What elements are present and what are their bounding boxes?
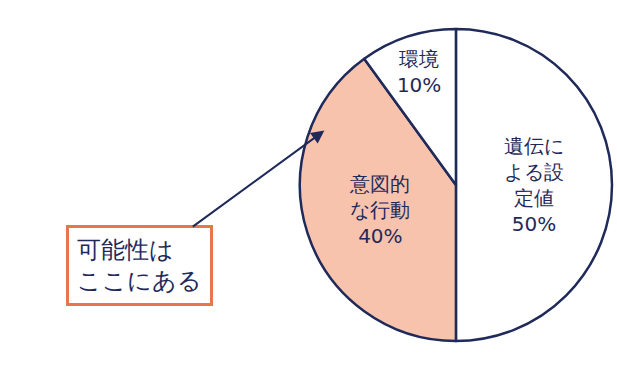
svg-text:可能性はここにある: 可能性はここにある <box>77 236 202 295</box>
svg-text:環境10%: 環境10% <box>397 47 441 97</box>
svg-text:意図的な行動40%: 意図的な行動40% <box>349 172 410 248</box>
svg-text:遺伝による設定値50%: 遺伝による設定値50% <box>504 134 564 236</box>
